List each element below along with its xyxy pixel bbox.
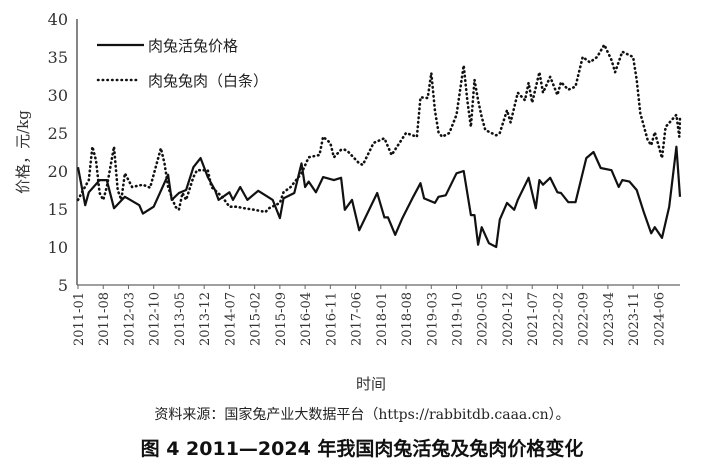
x-tick-label: 2016-04 xyxy=(299,292,314,346)
y-tick-label: 10 xyxy=(48,238,68,257)
y-tick-label: 30 xyxy=(48,86,68,105)
x-tick-label: 2023-04 xyxy=(602,292,617,346)
series-line-live-rabbit xyxy=(76,145,682,249)
x-tick-label: 2024-06 xyxy=(652,292,667,346)
x-tick-label: 2020-05 xyxy=(476,292,491,346)
line-chart: 5 10 15 20 25 30 35 40 2011-01 2011-08 2012-03 201… xyxy=(14,10,682,393)
legend: 肉兔活兔价格 肉兔兔肉（白条） xyxy=(96,37,268,90)
x-tick-label: 2012-10 xyxy=(148,292,163,346)
x-tick-label: 2011-01 xyxy=(72,292,87,346)
x-tick-label: 2018-01 xyxy=(375,292,390,346)
x-tick-label: 2015-09 xyxy=(274,292,289,346)
x-axis-label: 时间 xyxy=(356,375,386,393)
x-tick-label: 2014-07 xyxy=(223,292,238,346)
legend-label-rabbit-meat: 肉兔兔肉（白条） xyxy=(148,72,268,90)
y-tick-label: 15 xyxy=(48,200,68,219)
source-note: 资料来源：国家兔产业大数据平台（https://rabbitdb.caaa.cn… xyxy=(154,407,570,423)
x-tick-label: 2019-03 xyxy=(425,292,440,346)
x-tick-label: 2012-03 xyxy=(122,292,137,346)
x-tick-label: 2015-02 xyxy=(249,292,264,346)
y-tick-label: 5 xyxy=(58,276,68,295)
x-tick-label: 2023-11 xyxy=(627,292,642,346)
y-tick-label: 40 xyxy=(48,10,68,29)
x-tick-label: 2022-02 xyxy=(551,292,566,346)
legend-label-live-rabbit: 肉兔活兔价格 xyxy=(148,37,238,55)
x-tick-label: 2021-07 xyxy=(526,292,541,346)
figure-caption: 图 4 2011—2024 年我国肉兔活兔及兔肉价格变化 xyxy=(140,438,584,460)
x-tick-label: 2013-12 xyxy=(198,292,213,346)
x-tick-label: 2013-05 xyxy=(173,292,188,346)
y-tick-label: 20 xyxy=(48,162,68,181)
x-tick-label: 2022-09 xyxy=(577,292,592,346)
x-tick-label: 2018-08 xyxy=(400,292,415,346)
series-line-rabbit-meat xyxy=(76,43,682,214)
x-tick-label: 2016-11 xyxy=(324,292,339,346)
y-tick-label: 25 xyxy=(48,124,68,143)
y-axis-label: 价格，元/kg xyxy=(14,110,32,194)
x-tick-label: 2020-12 xyxy=(501,292,516,346)
x-tick-label: 2017-06 xyxy=(350,292,365,346)
y-tick-label: 35 xyxy=(48,48,68,67)
x-tick-label: 2019-10 xyxy=(451,292,466,346)
x-tick-label: 2011-08 xyxy=(97,292,112,346)
